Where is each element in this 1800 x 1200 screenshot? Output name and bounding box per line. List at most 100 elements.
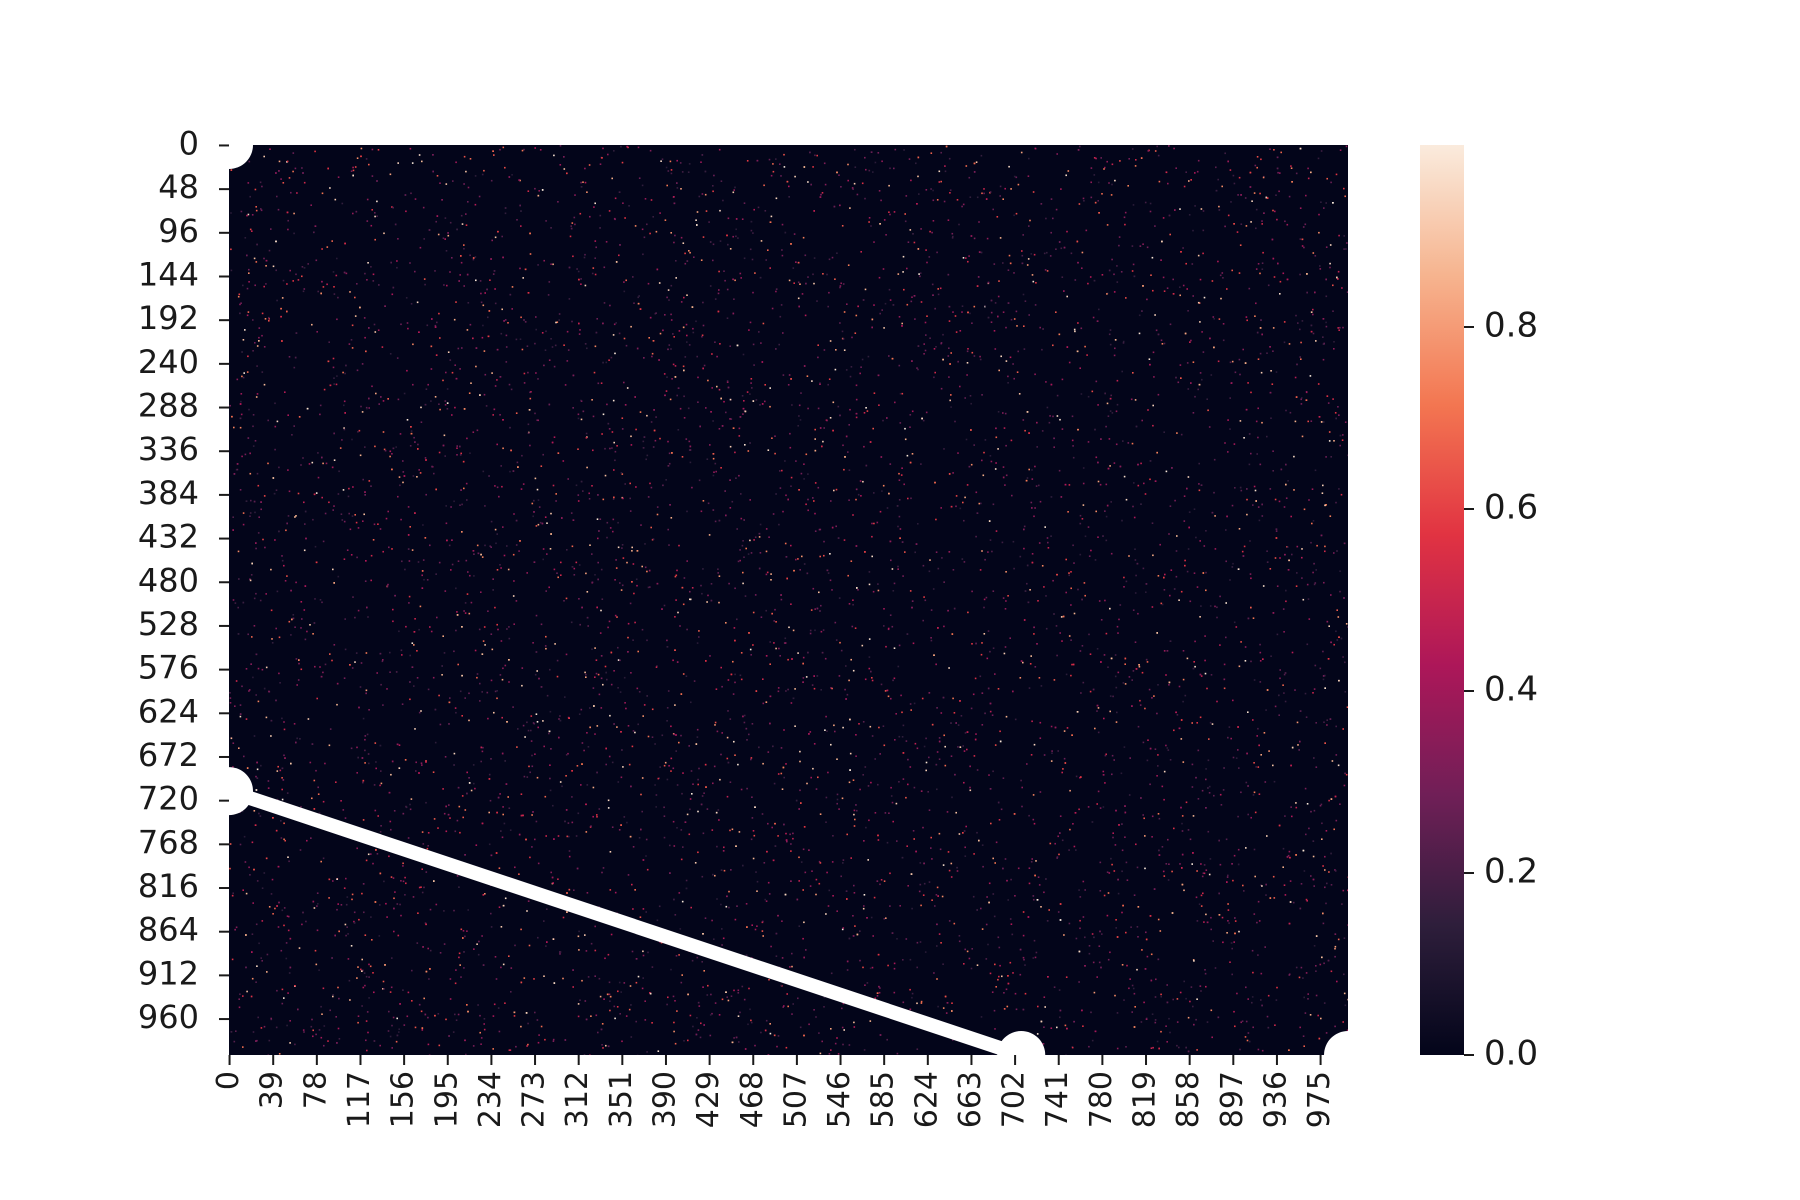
heatmap-cell [368,976,370,978]
heatmap-cell [276,195,278,198]
heatmap-cell [534,187,536,190]
heatmap-cell [709,655,711,657]
heatmap-cell [1342,889,1345,892]
heatmap-cell [1319,804,1322,807]
heatmap-cell [407,506,410,508]
heatmap-cell [254,188,257,191]
heatmap-cell [521,454,523,457]
heatmap-cell [1110,552,1113,555]
heatmap-cell [1262,585,1265,587]
heatmap-cell [1290,515,1292,518]
heatmap-cell [1182,247,1184,249]
heatmap-cell [411,642,414,644]
heatmap-cell [644,1000,646,1002]
heatmap-cell [1166,747,1169,749]
heatmap-cell [1061,839,1064,842]
heatmap-cell [1279,669,1281,671]
heatmap-cell [429,908,432,911]
heatmap-cell [768,978,770,981]
heatmap-cell [924,349,927,352]
heatmap-cell [770,174,773,177]
heatmap-cell [548,586,550,589]
heatmap-cell [894,401,896,404]
heatmap-cell [1274,210,1276,213]
heatmap-cell [1319,265,1321,267]
heatmap-cell [971,590,973,593]
heatmap-cell [1237,749,1239,751]
heatmap-cell [1176,535,1178,537]
heatmap-cell [1124,223,1126,226]
heatmap-cell [1325,321,1327,324]
heatmap-cell [507,322,509,324]
heatmap-cell [736,528,738,530]
heatmap-cell [892,590,895,592]
heatmap-cell [276,590,279,593]
heatmap-cell [968,176,971,179]
heatmap-cell [313,907,316,909]
heatmap-cell [607,953,610,956]
heatmap-cell [1334,869,1336,871]
heatmap-cell [1082,1025,1084,1027]
heatmap-cell [495,978,498,980]
heatmap-cell [614,891,617,894]
heatmap-cell [407,837,410,839]
heatmap-cell [546,908,548,910]
heatmap-cell [1031,858,1033,860]
heatmap-cell [863,412,866,414]
heatmap-cell [1066,295,1068,298]
heatmap-cell [396,266,398,269]
heatmap-cell [905,195,908,197]
heatmap-cell [321,248,323,250]
heatmap-cell [1056,1026,1058,1029]
heatmap-cell [646,454,649,457]
heatmap-cell [790,476,793,479]
heatmap-cell [1033,822,1036,825]
heatmap-cell [1155,978,1157,981]
heatmap-cell [1031,720,1033,723]
heatmap-cell [592,815,594,818]
heatmap-cell [504,212,507,215]
heatmap-cell [879,510,882,513]
heatmap-cell [1066,230,1068,233]
heatmap-cell [1111,258,1113,261]
heatmap-cell [614,614,617,617]
heatmap-cell [303,609,306,611]
heatmap-cell [936,751,939,753]
heatmap-cell [341,439,343,441]
heatmap-cell [536,670,538,672]
heatmap-cell [678,892,681,894]
heatmap-cell [774,435,776,437]
heatmap-cell [1021,786,1023,789]
heatmap-cell [804,871,807,874]
heatmap-cell [1039,737,1042,739]
heatmap-cell [836,793,839,796]
heatmap-cell [949,399,951,402]
heatmap-cell [674,704,676,706]
heatmap-cell [453,752,456,755]
heatmap-cell [445,250,448,252]
heatmap-cell [1312,692,1314,694]
heatmap-cell [959,385,961,388]
heatmap-cell [822,629,825,631]
heatmap-cell [368,163,370,166]
heatmap-cell [853,892,856,894]
heatmap-cell [252,319,254,321]
heatmap-cell [885,645,887,648]
heatmap-cell [944,165,946,167]
heatmap-cell [716,845,718,848]
heatmap-cell [907,885,909,887]
heatmap-cell [953,922,956,925]
heatmap-cell [976,831,978,834]
heatmap-cell [1199,372,1202,374]
heatmap-cell [1291,815,1293,818]
heatmap-cell [1219,793,1222,796]
heatmap-cell [437,233,440,236]
heatmap-cell [457,560,460,562]
heatmap-cell [1118,236,1121,238]
heatmap-cell [852,514,854,516]
heatmap-cell [917,523,919,525]
heatmap-cell [807,498,809,501]
heatmap-cell [1213,794,1215,797]
heatmap-cell [1034,465,1036,468]
heatmap-cell [862,774,864,776]
